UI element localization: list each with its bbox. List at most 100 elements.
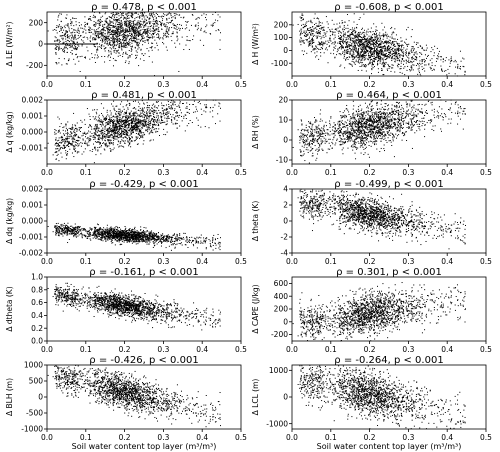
data-point <box>380 49 382 51</box>
data-point <box>74 132 76 134</box>
data-point <box>100 32 101 34</box>
data-point <box>358 62 360 64</box>
data-point <box>372 60 374 62</box>
data-point <box>119 127 121 129</box>
data-point <box>92 37 94 39</box>
data-point <box>110 56 112 58</box>
data-point <box>84 142 86 144</box>
data-point <box>360 61 362 63</box>
data-point <box>377 53 379 55</box>
data-point <box>416 56 418 58</box>
data-point <box>379 52 381 54</box>
data-point <box>97 135 99 137</box>
data-point <box>411 66 413 68</box>
data-point <box>131 26 133 28</box>
data-point <box>464 70 466 72</box>
data-point <box>353 21 355 23</box>
data-point <box>319 35 321 37</box>
data-point <box>442 58 444 60</box>
data-point <box>325 40 327 42</box>
data-point <box>74 129 76 131</box>
data-point <box>122 115 124 117</box>
data-point <box>410 36 412 38</box>
data-point <box>147 39 149 41</box>
data-point <box>209 111 211 113</box>
data-point <box>149 37 151 39</box>
data-point <box>112 128 114 130</box>
data-point <box>74 35 76 37</box>
data-point <box>118 119 120 121</box>
data-point <box>433 69 435 71</box>
data-point <box>152 27 154 29</box>
data-point <box>120 136 122 138</box>
data-point <box>67 48 69 50</box>
data-point <box>339 37 341 39</box>
data-point <box>138 27 140 29</box>
data-point <box>370 35 372 37</box>
data-point <box>172 107 174 109</box>
data-point <box>151 118 153 120</box>
data-point <box>175 115 177 117</box>
data-point <box>116 29 118 31</box>
data-point <box>167 117 169 119</box>
data-point <box>73 156 75 158</box>
data-point <box>384 62 386 64</box>
data-point <box>124 123 126 125</box>
data-point <box>73 58 75 60</box>
y-tick-label: 0.000 <box>22 128 44 137</box>
data-point <box>364 41 366 43</box>
data-point <box>140 122 142 124</box>
data-point <box>382 74 384 76</box>
data-point <box>108 121 110 123</box>
data-point <box>146 111 148 113</box>
data-point <box>370 40 372 42</box>
data-point <box>184 28 186 30</box>
data-point <box>58 25 60 27</box>
data-point <box>331 34 333 36</box>
data-point <box>424 64 426 66</box>
data-point <box>333 46 335 48</box>
data-point <box>176 31 178 33</box>
data-point <box>377 50 379 52</box>
data-point <box>127 30 129 32</box>
data-point <box>171 121 173 123</box>
data-point <box>134 26 136 28</box>
data-point <box>139 42 141 44</box>
data-point <box>385 55 387 57</box>
data-point <box>361 27 363 29</box>
data-point <box>126 129 128 131</box>
data-point <box>368 46 370 48</box>
data-point <box>89 131 91 133</box>
data-point <box>132 117 134 119</box>
data-point <box>186 102 188 104</box>
data-point <box>418 65 420 67</box>
data-point <box>141 134 143 136</box>
data-point <box>102 29 104 31</box>
data-point <box>101 130 103 132</box>
data-point <box>168 27 170 29</box>
data-point <box>370 48 372 50</box>
data-point <box>142 28 144 30</box>
data-point <box>130 38 132 40</box>
data-point <box>166 116 168 118</box>
data-point <box>95 131 97 133</box>
data-point <box>174 16 176 18</box>
data-point <box>423 49 425 51</box>
data-point <box>367 59 369 61</box>
data-point <box>387 55 389 57</box>
data-point <box>84 16 86 18</box>
data-point <box>77 151 79 153</box>
data-point <box>150 37 152 39</box>
data-point <box>171 33 173 35</box>
data-point <box>386 57 388 59</box>
data-point <box>111 135 113 137</box>
data-point <box>123 113 125 115</box>
data-point <box>212 116 214 118</box>
data-point <box>311 42 313 44</box>
data-point <box>149 110 151 112</box>
data-point <box>378 46 380 48</box>
data-point <box>65 152 67 154</box>
data-point <box>124 45 126 47</box>
data-point <box>152 123 154 125</box>
data-point <box>129 30 131 32</box>
